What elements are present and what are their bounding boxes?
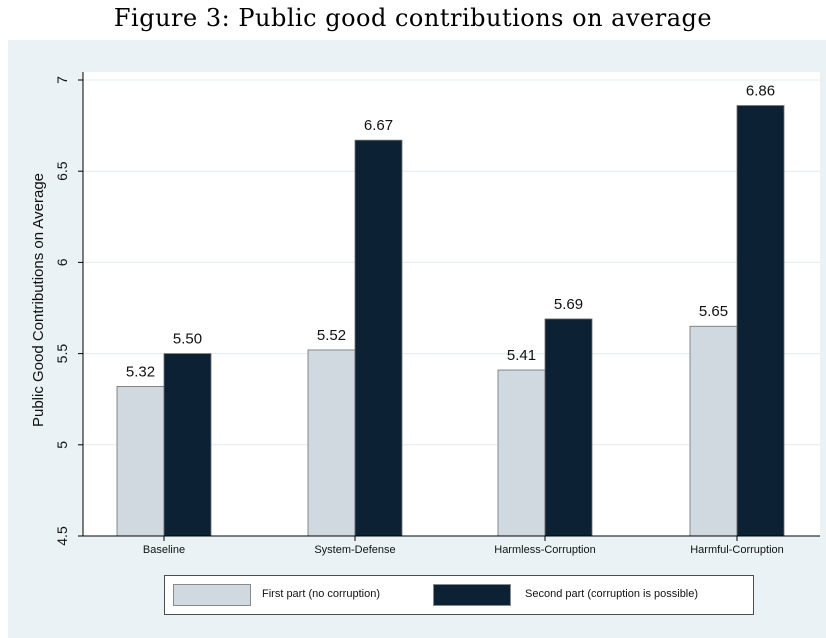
legend-label-first: First part (no corruption) [262,588,380,600]
x-tick-label: Harmless-Corruption [494,544,595,556]
data-label: 5.65 [699,303,728,320]
bar [689,325,738,537]
x-tick-label: Baseline [143,544,185,556]
y-tick-label: 4.5 [54,526,70,546]
data-label: 6.86 [746,83,775,100]
y-tick-label: 6 [54,258,70,266]
bar [497,369,546,537]
data-label: 6.67 [364,117,393,134]
ticks: 4.5 5 5.5 6 6.5 7 Baseline System-Defense Harmle… [54,76,784,556]
y-tick-label: 6.5 [54,161,70,181]
legend-swatch-first [173,584,251,606]
data-label: 5.32 [126,363,155,380]
y-tick-label: 7 [54,76,70,84]
data-label: 5.50 [173,331,202,348]
data-labels: 5.32 5.50 5.52 6.67 5.41 5.69 5.65 6.86 [126,83,775,381]
bar [307,349,356,537]
bar [116,386,165,537]
x-tick-label: System-Defense [314,544,395,556]
y-axis-label: Public Good Contributions on Average [30,173,47,427]
bar [354,139,403,537]
x-tick-label: Harmful-Corruption [690,544,784,556]
data-label: 5.52 [317,327,346,344]
data-label: 5.69 [554,296,583,313]
figure-title: Figure 3: Public good contributions on a… [113,4,713,32]
bar [736,105,785,537]
bar [163,353,212,537]
y-tick-label: 5 [54,441,70,449]
legend: First part (no corruption) Second part (… [164,575,754,615]
legend-swatch-second [433,584,511,606]
axes [82,72,820,537]
data-label: 5.41 [507,347,536,364]
legend-label-second: Second part (corruption is possible) [525,588,699,600]
bar [544,318,593,537]
y-tick-label: 5.5 [54,344,70,364]
bars [116,105,785,537]
